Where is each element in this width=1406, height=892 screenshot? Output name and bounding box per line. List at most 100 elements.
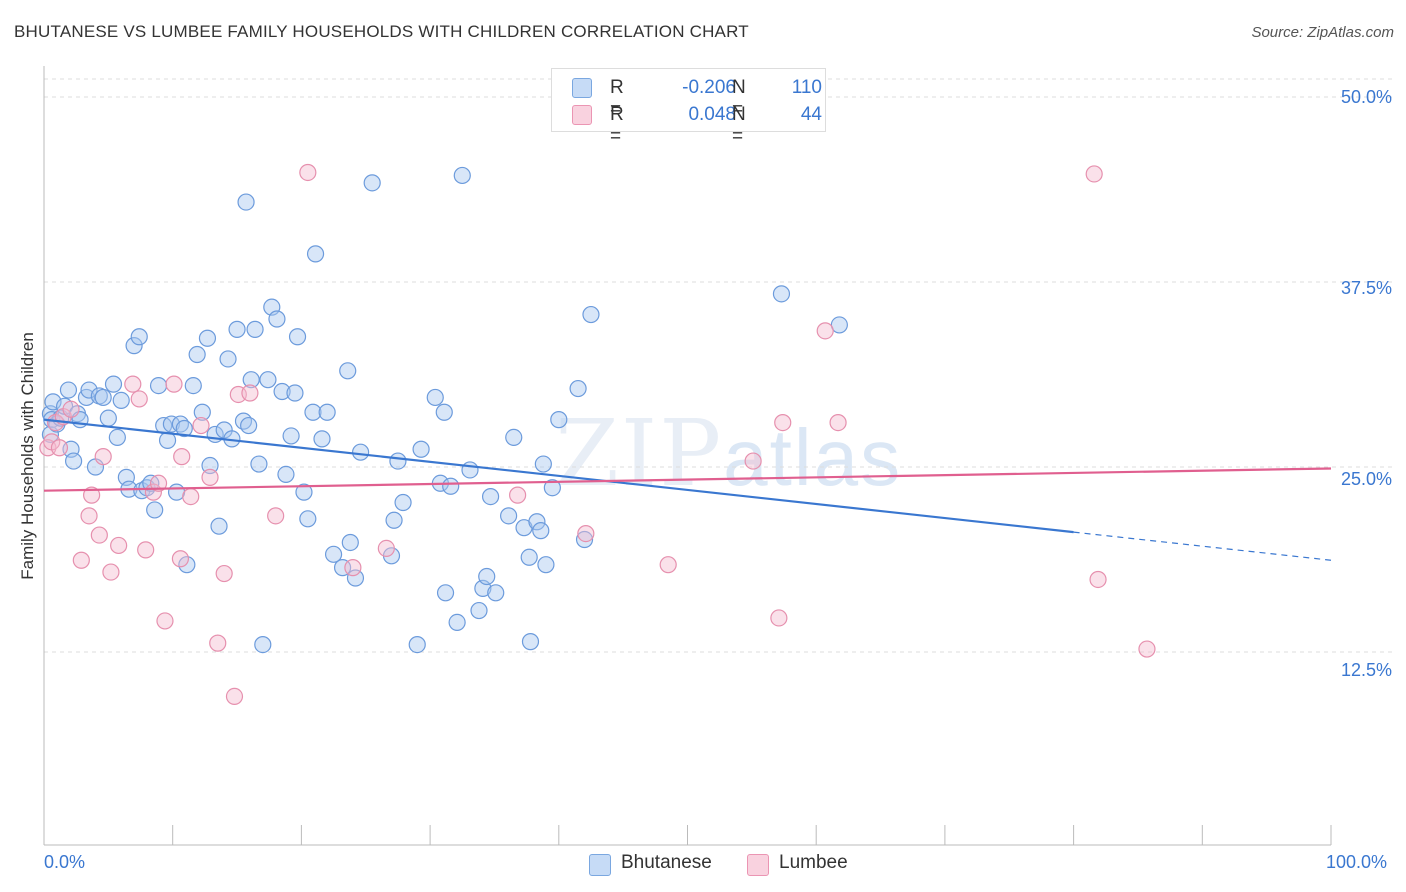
- bhutanese-point: [481, 488, 500, 506]
- bhutanese-point: [461, 461, 479, 479]
- watermark-atlas: atlas: [723, 413, 903, 502]
- bhutanese-point: [341, 533, 359, 552]
- bhutanese-legend-swatch: [589, 854, 611, 876]
- bhutanese-point: [453, 166, 471, 185]
- lumbee-point: [1138, 640, 1156, 658]
- bhutanese-point: [237, 193, 255, 211]
- bhutanese-point: [250, 455, 268, 473]
- bhutanese-point: [487, 584, 505, 602]
- bhutanese-point: [306, 245, 325, 263]
- bhutanese-point: [532, 522, 550, 540]
- bhutanese-point: [324, 545, 343, 563]
- bhutanese-point: [500, 507, 518, 525]
- bhutanese-point: [346, 569, 365, 587]
- bhutanese-point: [167, 483, 186, 501]
- lumbee-point: [182, 488, 200, 506]
- bhutanese-point: [304, 403, 322, 421]
- bhutanese-point: [470, 601, 488, 620]
- bhutanese-point: [442, 477, 460, 495]
- bhutanese-point: [130, 328, 148, 346]
- bhutanese-point: [80, 381, 98, 399]
- source-label: Source: ZipAtlas.com: [1251, 24, 1394, 41]
- lumbee-point: [165, 375, 183, 393]
- bhutanese-point: [575, 530, 594, 549]
- bhutanese-swatch: [572, 78, 592, 98]
- bhutanese-point: [198, 329, 217, 347]
- lumbee-point: [215, 564, 233, 583]
- legend-r-value: -0.206: [682, 77, 736, 98]
- legend-n-value: 110: [791, 77, 822, 98]
- bhutanese-point: [259, 371, 277, 389]
- bhutanese-point: [254, 635, 272, 654]
- watermark-zip: ZIP: [555, 400, 724, 507]
- bhutanese-point: [210, 517, 228, 535]
- lumbee-legend-swatch: [747, 854, 769, 876]
- lumbee-swatch: [572, 105, 592, 125]
- x-tick-label-max: 100.0%: [1326, 852, 1388, 872]
- bhutanese-point: [268, 310, 286, 328]
- legend-r-label: R =: [610, 77, 624, 120]
- lumbee-point: [241, 384, 259, 402]
- lumbee-point: [744, 452, 762, 470]
- y-tick-label-25: 25.0%: [1340, 469, 1392, 489]
- lumbee-point: [192, 416, 210, 435]
- bhutanese-point: [286, 384, 304, 402]
- lumbee-point: [72, 551, 90, 569]
- bhutanese-point: [313, 430, 331, 448]
- lumbee-point: [90, 526, 108, 544]
- bhutanese-point: [108, 428, 126, 446]
- bhutanese-point: [363, 174, 381, 192]
- bhutanese-point: [318, 403, 336, 421]
- bhutanese-point: [219, 350, 237, 368]
- lumbee-point: [110, 536, 128, 555]
- lumbee-point: [50, 439, 69, 457]
- bhutanese-point: [246, 320, 264, 338]
- lumbee-point: [171, 550, 190, 568]
- bhutanese-point: [146, 501, 164, 519]
- legend-r-label: R =: [610, 104, 624, 147]
- bhutanese-point: [184, 377, 202, 395]
- bhutanese-point: [178, 556, 196, 574]
- bhutanese-point: [550, 411, 568, 429]
- x-tick-label-min: 0.0%: [44, 852, 86, 872]
- bhutanese-point: [426, 388, 444, 407]
- bhutanese-point: [435, 403, 453, 421]
- bhutanese-point: [389, 452, 407, 470]
- lumbee-point: [137, 541, 155, 559]
- bhutanese-point: [537, 556, 555, 574]
- lumbee-point: [344, 559, 362, 577]
- y-tick-label-37-5: 37.5%: [1340, 278, 1392, 298]
- bhutanese-point: [582, 305, 600, 324]
- bhutanese-trend-extension: [1073, 531, 1332, 561]
- bhutanese-point: [228, 320, 246, 338]
- bhutanese-point: [188, 345, 206, 364]
- bhutanese-point: [125, 337, 143, 355]
- bhutanese-point: [94, 388, 112, 407]
- bhutanese-point: [149, 377, 168, 395]
- lumbee-point: [130, 390, 148, 408]
- lumbee-point: [299, 163, 317, 182]
- chart-title: BHUTANESE VS LUMBEE FAMILY HOUSEHOLDS WI…: [14, 22, 749, 41]
- lumbee-point: [102, 563, 120, 581]
- bhutanese-point: [521, 633, 540, 651]
- bhutanese-point: [520, 548, 538, 566]
- lumbee-point: [201, 468, 219, 486]
- bhutanese-point: [162, 415, 181, 433]
- lumbee-point: [209, 634, 227, 652]
- lumbee-point: [225, 687, 244, 706]
- lumbee-legend-label: Lumbee: [779, 852, 848, 873]
- bhutanese-point: [772, 285, 791, 303]
- lumbee-point: [816, 322, 834, 340]
- lumbee-point: [509, 486, 527, 504]
- bhutanese-point: [295, 483, 313, 501]
- bhutanese-point: [193, 403, 211, 421]
- bhutanese-point: [478, 567, 496, 586]
- bhutanese-point: [65, 452, 83, 470]
- bhutanese-trend-line: [43, 418, 1074, 534]
- bhutanese-legend-label: Bhutanese: [621, 852, 712, 873]
- bhutanese-point: [543, 479, 561, 497]
- bhutanese-point: [282, 427, 300, 445]
- bhutanese-point: [288, 328, 307, 346]
- bhutanese-point: [528, 513, 546, 531]
- bhutanese-point: [448, 613, 466, 632]
